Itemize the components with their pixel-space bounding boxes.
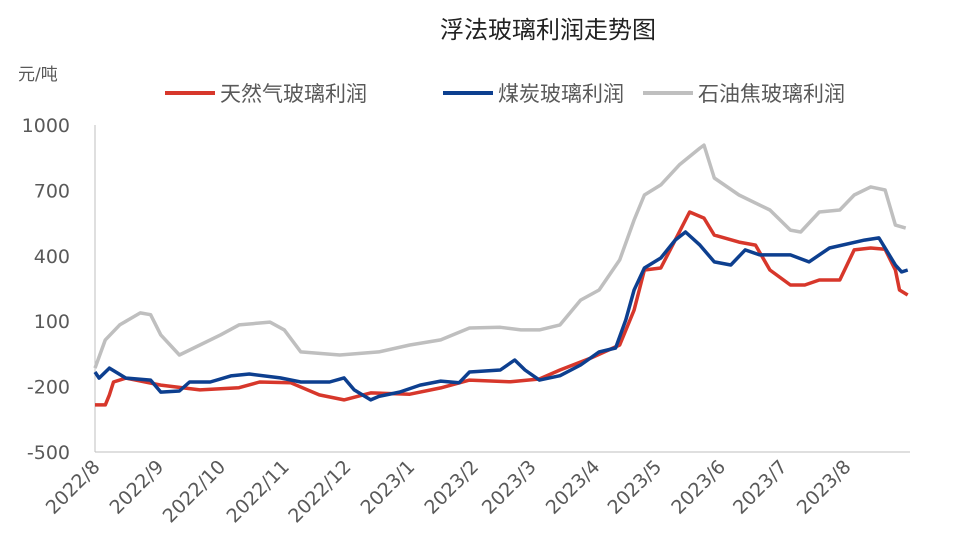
y-axis-unit: 元/吨 <box>18 65 58 85</box>
series-lines <box>93 143 909 407</box>
y-tick-label: 1000 <box>22 115 70 137</box>
legend-label: 石油焦玻璃利润 <box>698 82 845 106</box>
x-tick-label: 2022/11 <box>222 456 293 527</box>
y-tick-label: 100 <box>34 311 70 333</box>
x-tick-label: 2023/4 <box>542 456 605 519</box>
series-line-1 <box>93 230 909 402</box>
x-tick-label: 2023/8 <box>793 456 856 519</box>
x-tick-label: 2023/7 <box>729 456 792 519</box>
y-tick-label: 700 <box>34 180 70 202</box>
x-tick-label: 2023/5 <box>603 456 666 519</box>
series-line-0 <box>95 210 909 407</box>
legend: 天然气玻璃利润 煤炭玻璃利润 石油焦玻璃利润 <box>165 82 845 106</box>
series-line-2 <box>93 143 907 369</box>
legend-label: 天然气玻璃利润 <box>220 82 367 106</box>
x-tick-label: 2023/6 <box>667 456 730 519</box>
y-tick-label: 400 <box>34 246 70 268</box>
y-tick-label: -200 <box>27 377 70 399</box>
x-tick-label: 2023/3 <box>478 456 541 519</box>
x-tick-label: 2022/10 <box>159 456 230 527</box>
x-tick-label: 2022/12 <box>284 456 355 527</box>
x-tick-label: 2023/2 <box>420 456 483 519</box>
x-tick-label: 2022/9 <box>105 456 168 519</box>
chart-title: 浮法玻璃利润走势图 <box>440 16 656 44</box>
x-tick-label: 2023/1 <box>357 456 420 519</box>
y-tick-label: -500 <box>27 442 70 464</box>
x-tick-label: 2022/8 <box>42 456 105 519</box>
legend-label: 煤炭玻璃利润 <box>498 82 624 106</box>
